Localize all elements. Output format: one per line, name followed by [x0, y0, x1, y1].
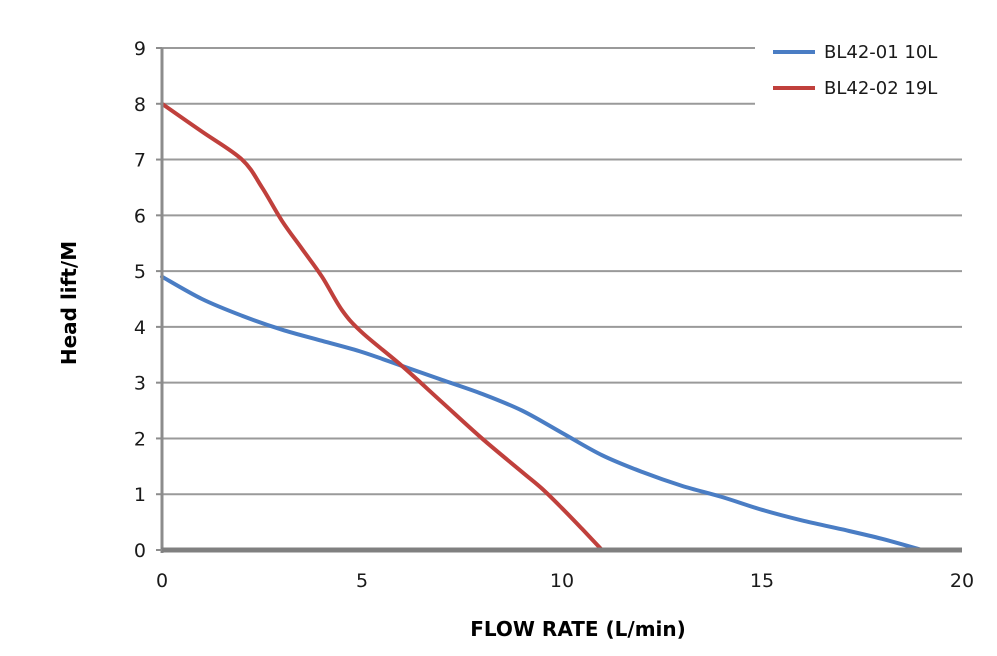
legend-label-bl42-01: BL42-01 10L	[824, 42, 937, 63]
y-tick-label: 0	[134, 540, 146, 562]
series-line-bl42-02	[160, 101, 604, 552]
legend-label-bl42-02: BL42-02 19L	[824, 78, 937, 99]
x-tick-label: 5	[356, 570, 368, 592]
y-tick-label: 3	[134, 373, 146, 395]
y-tick-label: 1	[134, 484, 146, 506]
legend-background	[755, 34, 970, 108]
x-tick-label: 20	[950, 570, 974, 592]
y-axis-title: Head lift/M	[57, 241, 81, 365]
series-line-bl42-01	[160, 274, 924, 552]
x-tick-label: 10	[550, 570, 574, 592]
y-tick-label: 7	[134, 150, 146, 172]
legend: BL42-01 10L BL42-02 19L	[755, 34, 970, 108]
y-tick-label: 4	[134, 317, 146, 339]
grid	[162, 47, 962, 496]
x-tick-label: 15	[750, 570, 774, 592]
x-axis-title: FLOW RATE (L/min)	[470, 617, 686, 641]
y-tick-label: 5	[134, 261, 146, 283]
axes	[156, 47, 962, 553]
y-tick-label: 6	[134, 205, 146, 227]
series-lines	[160, 101, 924, 552]
y-tick-label: 9	[134, 38, 146, 60]
y-tick-label: 2	[134, 428, 146, 450]
tick-labels: 0 1 2 3 4 5 6 7 8 9 0 5 10 15 20	[134, 38, 974, 592]
y-tick-label: 8	[134, 94, 146, 116]
x-tick-label: 0	[156, 570, 168, 592]
